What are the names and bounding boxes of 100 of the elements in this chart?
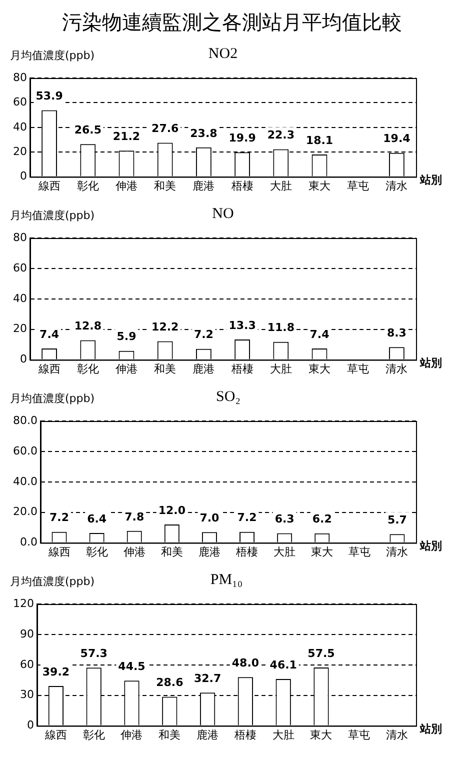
x-tick-label: 彰化 — [86, 545, 108, 558]
x-tick-label: 伸港 — [116, 362, 138, 376]
x-tick-label: 彰化 — [82, 728, 105, 742]
y-tick-label: 120 — [12, 596, 34, 610]
data-label: 7.0 — [200, 512, 220, 524]
x-tick-label: 清水 — [386, 545, 408, 558]
data-label: 46.1 — [270, 658, 297, 672]
x-tick-label: 彰化 — [76, 362, 99, 376]
y-tick-label: 40 — [12, 292, 27, 305]
data-label: 22.3 — [267, 128, 294, 142]
y-tick-label: 60 — [20, 658, 34, 671]
y-tick-label: 0.0 — [20, 536, 38, 549]
data-label: 23.8 — [190, 126, 218, 140]
x-tick-label: 草屯 — [347, 179, 370, 192]
x-tick-label: 鹿港 — [192, 179, 215, 192]
data-label: 7.2 — [237, 511, 257, 524]
data-label: 5.9 — [116, 330, 136, 344]
x-tick-label: 梧棲 — [233, 728, 256, 742]
x-axis-title: 站別 — [419, 356, 442, 370]
data-label: 5.7 — [387, 513, 407, 526]
x-tick-label: 和美 — [154, 362, 176, 376]
y-tick-label: 60.0 — [12, 444, 38, 458]
x-tick-label: 清水 — [386, 728, 408, 742]
x-tick-label: 清水 — [386, 362, 408, 376]
data-label: 7.4 — [310, 328, 330, 341]
y-tick-label: 20.0 — [12, 505, 38, 518]
x-tick-label: 大肚 — [272, 728, 294, 742]
y-axis-title: 月均值濃度(ppb) — [10, 574, 95, 588]
x-tick-label: 鹿港 — [198, 545, 220, 558]
x-tick-label: 草屯 — [348, 545, 371, 558]
x-tick-label: 大肚 — [270, 362, 292, 376]
y-tick-label: 0 — [20, 170, 27, 183]
data-label: 12.2 — [152, 320, 179, 334]
data-label: 6.4 — [87, 512, 107, 526]
y-tick-label: 40 — [12, 120, 27, 134]
x-tick-label: 東大 — [311, 545, 334, 558]
data-label: 7.4 — [40, 328, 60, 341]
data-label: 48.0 — [232, 656, 260, 670]
y-tick-label: 80.0 — [12, 414, 38, 427]
data-label: 27.6 — [152, 122, 180, 136]
x-tick-label: 清水 — [386, 179, 408, 192]
y-tick-label: 80 — [12, 230, 27, 244]
x-tick-label: 東大 — [310, 728, 332, 742]
data-label: 26.5 — [74, 123, 102, 136]
x-tick-label: 和美 — [154, 179, 176, 192]
data-label: 12.0 — [158, 504, 186, 517]
chart-title: 污染物連續監測之各測站月平均值比較 — [61, 11, 403, 36]
x-axis-title: 站別 — [419, 722, 442, 736]
data-label: 28.6 — [156, 676, 184, 690]
data-label: 18.1 — [306, 134, 334, 147]
data-label: 39.2 — [42, 665, 70, 678]
data-label: 6.3 — [274, 512, 294, 526]
x-tick-label: 線西 — [37, 179, 60, 192]
x-tick-label: 大肚 — [270, 179, 292, 192]
data-label: 7.2 — [50, 511, 70, 524]
y-tick-label: 60 — [12, 96, 27, 109]
y-axis-title: 月均值濃度(ppb) — [10, 392, 95, 405]
x-tick-label: 伸港 — [116, 179, 138, 192]
y-tick-label: 20 — [12, 322, 27, 336]
x-tick-label: 梧棲 — [230, 362, 254, 376]
y-tick-label: 60 — [12, 261, 27, 274]
x-tick-label: 草屯 — [347, 362, 370, 376]
y-axis-title: 月均值濃度(ppb) — [10, 48, 95, 62]
x-tick-label: 和美 — [158, 728, 181, 742]
data-label: 7.8 — [124, 510, 144, 524]
chart-title: SO₂ — [216, 388, 240, 405]
y-tick-label: 20 — [12, 144, 27, 158]
data-label: 19.4 — [383, 132, 411, 146]
chart-title: PM₁₀ — [210, 572, 243, 588]
data-label: 21.2 — [112, 130, 140, 143]
y-tick-label: 40.0 — [12, 474, 38, 488]
x-tick-label: 梧棲 — [235, 545, 258, 558]
x-tick-label: 伸港 — [120, 728, 143, 742]
x-tick-label: 東大 — [308, 179, 330, 192]
x-axis-title: 站別 — [419, 540, 442, 553]
x-tick-label: 梧棲 — [230, 179, 254, 192]
data-label: 8.3 — [386, 326, 406, 340]
data-label: 6.2 — [312, 512, 332, 526]
y-tick-label: 80 — [12, 70, 27, 84]
y-axis-title: 月均值濃度(ppb) — [10, 208, 95, 222]
x-tick-label: 彰化 — [76, 179, 99, 192]
x-tick-label: 和美 — [160, 545, 183, 558]
data-label: 44.5 — [118, 660, 146, 673]
data-label: 57.3 — [80, 647, 108, 660]
data-label: 11.8 — [267, 321, 294, 334]
x-tick-label: 鹿港 — [192, 362, 215, 376]
x-tick-label: 東大 — [308, 362, 330, 376]
y-tick-label: 0 — [26, 718, 34, 732]
data-label: 7.2 — [194, 328, 214, 342]
data-label: 19.9 — [228, 132, 256, 145]
y-tick-label: 0 — [20, 352, 27, 366]
x-tick-label: 大肚 — [274, 545, 296, 558]
data-label: 57.5 — [308, 646, 335, 660]
x-tick-label: 草屯 — [348, 728, 370, 742]
y-tick-label: 30 — [20, 688, 34, 702]
data-label: 32.7 — [194, 672, 222, 685]
chart-title: NO — [212, 206, 234, 222]
data-label: 13.3 — [228, 318, 256, 332]
x-tick-label: 線西 — [44, 728, 67, 742]
chart-subtitle: NO2 — [208, 46, 238, 62]
